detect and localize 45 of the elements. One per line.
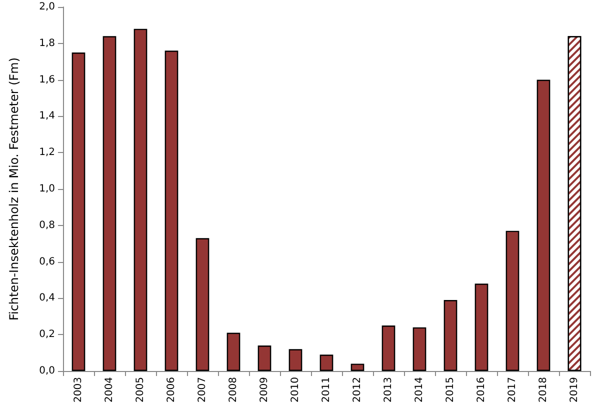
y-tick-label: 1,2 — [39, 147, 55, 158]
x-tick-label: 2013 — [383, 377, 394, 402]
x-tick-label: 2010 — [290, 377, 301, 402]
y-tick-label: 0,4 — [39, 292, 55, 304]
bar — [102, 36, 116, 371]
bar — [382, 326, 396, 371]
bar — [134, 28, 148, 371]
x-tick-label: 2011 — [321, 377, 332, 402]
y-tick-label: 2,0 — [39, 2, 55, 12]
x-tick-label: 2006 — [166, 377, 177, 402]
bar — [350, 364, 364, 371]
x-tick-label: 2016 — [476, 377, 487, 402]
bar — [288, 349, 302, 371]
x-tick-label: 2019 — [569, 377, 580, 402]
bar — [258, 346, 272, 371]
x-tick-label: 2017 — [507, 377, 518, 402]
bar — [506, 230, 520, 371]
y-tick-label: 1,8 — [39, 38, 55, 49]
x-tick-label: 2003 — [73, 377, 84, 402]
bar — [412, 327, 426, 371]
y-axis-title: Fichten-Insektenholz in Mio. Festmeter (Fm) — [7, 57, 21, 321]
x-tick-label: 2005 — [135, 377, 146, 402]
x-tick-label: 2015 — [445, 377, 456, 402]
x-tick-label: 2018 — [538, 377, 549, 402]
x-tick-label: 2007 — [197, 377, 208, 402]
bar — [226, 332, 240, 371]
x-tick-label: 2004 — [104, 377, 115, 402]
y-tick-label: 0,8 — [39, 220, 55, 231]
y-tick-label: 0,2 — [39, 329, 55, 340]
y-tick-label: 1,4 — [39, 110, 55, 122]
x-tick-label: 2008 — [228, 377, 239, 402]
bar — [444, 300, 458, 371]
y-tick-label: 1,0 — [39, 184, 55, 194]
y-tick-label: 1,6 — [39, 74, 55, 86]
bar — [474, 284, 488, 371]
y-tick-label: 0,0 — [39, 366, 55, 376]
x-tick-label: 2014 — [414, 377, 425, 402]
x-tick-label: 2009 — [259, 377, 270, 402]
y-tick-label: 0,6 — [39, 256, 55, 268]
x-tick-label: 2012 — [352, 377, 363, 402]
bar — [320, 354, 334, 371]
bar — [72, 52, 86, 371]
bar — [164, 50, 178, 371]
bar — [536, 80, 550, 371]
bar — [196, 238, 210, 371]
